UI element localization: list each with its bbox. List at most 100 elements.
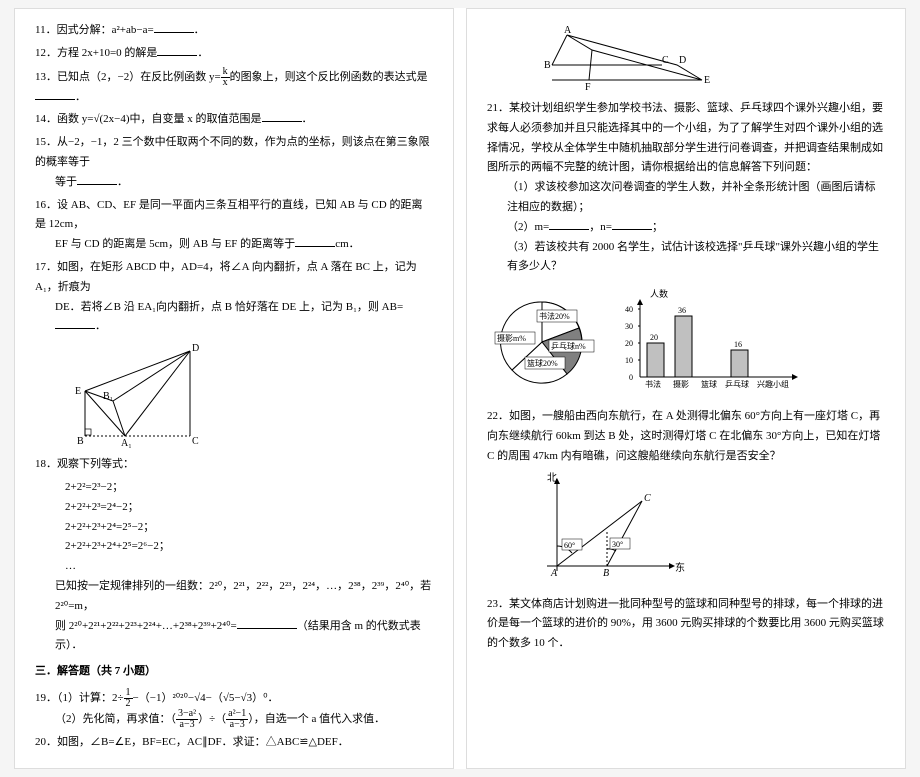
svg-text:36: 36 [678, 306, 686, 315]
q-num: 13． [35, 71, 57, 83]
svg-text:摄影: 摄影 [673, 379, 689, 389]
q-text: 从−2，−1，2 三个数中任取两个不同的数，作为点的坐标，则该点在第三象限的概率… [35, 136, 430, 168]
q-num: 18． [35, 458, 57, 470]
q-text: EF 与 CD 的距离是 5cm，则 AB 与 EF 的距离等于 [55, 238, 295, 250]
q-num: 17． [35, 261, 57, 273]
svg-text:B: B [77, 436, 84, 447]
q19-sub2: （2）先化简，再求值：（3−a²a−3）÷（a²−1a−3），自选一个 a 值代… [35, 709, 433, 730]
svg-text:乒乓球n%: 乒乓球n% [551, 341, 586, 351]
svg-text:篮球20%: 篮球20% [527, 358, 558, 368]
question-21: 21．某校计划组织学生参加学校书法、摄影、篮球、乒乓球四个课外兴趣小组，要求每人… [487, 99, 885, 277]
q-num: 15． [35, 136, 57, 148]
blank [295, 236, 335, 247]
q-text: 某校计划组织学生参加学校书法、摄影、篮球、乒乓球四个课外兴趣小组，要求每人必须参… [487, 102, 883, 173]
question-12: 12．方程 2x+10=0 的解是． [35, 44, 433, 64]
triangle-fold-diagram: D E B A₁ C B₁ [65, 341, 205, 451]
svg-text:C: C [662, 55, 669, 66]
q-text: 某文体商店计划购进一批同种型号的篮球和同种型号的排球，每一个排球的进价是每一个篮… [487, 598, 884, 650]
q-num: 12． [35, 47, 57, 59]
q-num: 21． [487, 102, 509, 114]
q18-cont: 则 2²⁰+2²¹+2²²+2²³+2²⁴+…+2³⁸+2³⁹+2⁴⁰=（结果用… [35, 617, 433, 657]
unit: cm． [335, 238, 359, 250]
svg-text:A: A [550, 568, 558, 579]
blank [35, 89, 75, 100]
svg-text:30°: 30° [612, 540, 623, 549]
right-page: A B C D E F 21．某校计划组织学生参加学校书法、摄影、篮球、乒乓球四… [466, 8, 906, 769]
q-text: 函数 y=√(2x−4)中，自变量 x 的取值范围是 [57, 113, 262, 125]
document-spread: 11．因式分解：a²+ab−a=． 12．方程 2x+10=0 的解是． 13．… [14, 8, 906, 769]
blank [549, 219, 589, 230]
svg-text:16: 16 [734, 340, 742, 349]
q-text: DE．若将∠B 沿 EA₁向内翻折，点 B 恰好落在 DE 上，记为 B₁，则 … [55, 301, 403, 313]
svg-text:篮球: 篮球 [701, 379, 717, 389]
question-17: 17．如图，在矩形 ABCD 中，AD=4，将∠A 向内翻折，点 A 落在 BC… [35, 258, 433, 337]
svg-text:10: 10 [625, 356, 633, 365]
question-15: 15．从−2，−1，2 三个数中任取两个不同的数，作为点的坐标，则该点在第三象限… [35, 133, 433, 192]
blank [262, 111, 302, 122]
bar-chart: 人数 40 30 20 10 0 20 36 16 书法 摄影 篮球 乒乓球 兴… [615, 287, 805, 397]
chart-group: 书法20% 乒乓球n% 篮球20% 摄影m% 人数 40 30 20 10 0 … [487, 283, 885, 401]
blank [157, 45, 197, 56]
q-num: 11． [35, 24, 57, 36]
equation: 2+2²=2³−2； [35, 478, 433, 498]
q-text: 已知点（2，−2）在反比例函数 y= [57, 71, 221, 83]
svg-text:40: 40 [625, 305, 633, 314]
question-18: 18．观察下列等式： [35, 455, 433, 475]
q18-cont: 已知按一定规律排列的一组数：2²⁰，2²¹，2²²，2²³，2²⁴，…，2³⁸，… [35, 577, 433, 617]
svg-text:兴趣小组: 兴趣小组 [757, 379, 789, 389]
question-22: 22．如图，一艘船由西向东航行，在 A 处测得北偏东 60°方向上有一座灯塔 C… [487, 407, 885, 466]
q-text: （1）计算：2÷ [57, 692, 124, 704]
svg-text:F: F [585, 82, 591, 93]
ellipsis: … [35, 557, 433, 577]
svg-text:乒乓球: 乒乓球 [725, 379, 749, 389]
q-text: 的图象上，则这个反比例函数的表达式是 [230, 71, 428, 83]
svg-text:C: C [192, 436, 199, 447]
svg-text:A₁: A₁ [121, 438, 132, 449]
fraction-half: 12 [124, 688, 133, 709]
equation: 2+2²+2³+2⁴+2⁵=2⁶−2； [35, 537, 433, 557]
equation: 2+2²+2³+2⁴=2⁵−2； [35, 518, 433, 538]
fraction: a²−1a−3 [226, 709, 248, 730]
q-text: 如图，一艘船由西向东航行，在 A 处测得北偏东 60°方向上有一座灯塔 C，再向… [487, 410, 880, 462]
question-20: 20．如图，∠B=∠E，BF=EC，AC∥DF．求证：△ABC≌△DEF． [35, 733, 433, 753]
question-13: 13．已知点（2，−2）在反比例函数 y=kx的图象上，则这个反比例函数的表达式… [35, 67, 433, 108]
q-num: 16． [35, 199, 57, 211]
svg-text:20: 20 [625, 339, 633, 348]
svg-text:30: 30 [625, 322, 633, 331]
svg-text:E: E [704, 75, 710, 86]
q-num: 22． [487, 410, 509, 422]
q21-sub3: （3）若该校共有 2000 名学生，试估计该校选择"乒乓球"课外兴趣小组的学生有… [487, 238, 885, 278]
blank [154, 22, 194, 33]
q-num: 23． [487, 598, 509, 610]
fraction: 3−a²a−3 [176, 709, 198, 730]
svg-text:书法: 书法 [645, 379, 661, 389]
svg-text:D: D [192, 343, 199, 354]
q-text: 设 AB、CD、EF 是同一平面内三条互相平行的直线，已知 AB 与 CD 的距… [35, 199, 422, 231]
svg-text:20: 20 [650, 333, 658, 342]
svg-text:东: 东 [675, 561, 685, 574]
equation: 2+2²+2³=2⁴−2； [35, 498, 433, 518]
q-text: 方程 2x+10=0 的解是 [57, 47, 157, 59]
svg-text:C: C [644, 493, 651, 504]
svg-text:D: D [679, 55, 686, 66]
q-text: 如图，∠B=∠E，BF=EC，AC∥DF．求证：△ABC≌△DEF． [57, 736, 349, 748]
svg-text:B₁: B₁ [103, 391, 113, 402]
q21-sub2: （2）m=，n=； [487, 218, 885, 238]
question-14: 14．函数 y=√(2x−4)中，自变量 x 的取值范围是． [35, 110, 433, 130]
compass-diagram: 北 东 60° 30° A B C [527, 471, 687, 591]
svg-text:60°: 60° [564, 541, 575, 550]
svg-text:书法20%: 书法20% [539, 311, 570, 321]
q-text: 因式分解：a²+ab−a= [57, 24, 154, 36]
blank [612, 219, 652, 230]
section-3-title: 三．解答题（共 7 小题） [35, 662, 433, 682]
q-num: 20． [35, 736, 57, 748]
q-num: 14． [35, 113, 57, 125]
q-text: −（−1）²⁰²⁰−√4−（√5−√3）⁰． [133, 692, 279, 704]
left-page: 11．因式分解：a²+ab−a=． 12．方程 2x+10=0 的解是． 13．… [14, 8, 454, 769]
blank [55, 318, 95, 329]
svg-text:北: 北 [547, 472, 557, 484]
q21-sub1: （1）求该校参加这次问卷调查的学生人数，并补全条形统计图（画图后请标注相应的数据… [487, 178, 885, 218]
blank [77, 174, 117, 185]
svg-text:0: 0 [629, 373, 633, 382]
q-text: 观察下列等式： [57, 458, 134, 470]
